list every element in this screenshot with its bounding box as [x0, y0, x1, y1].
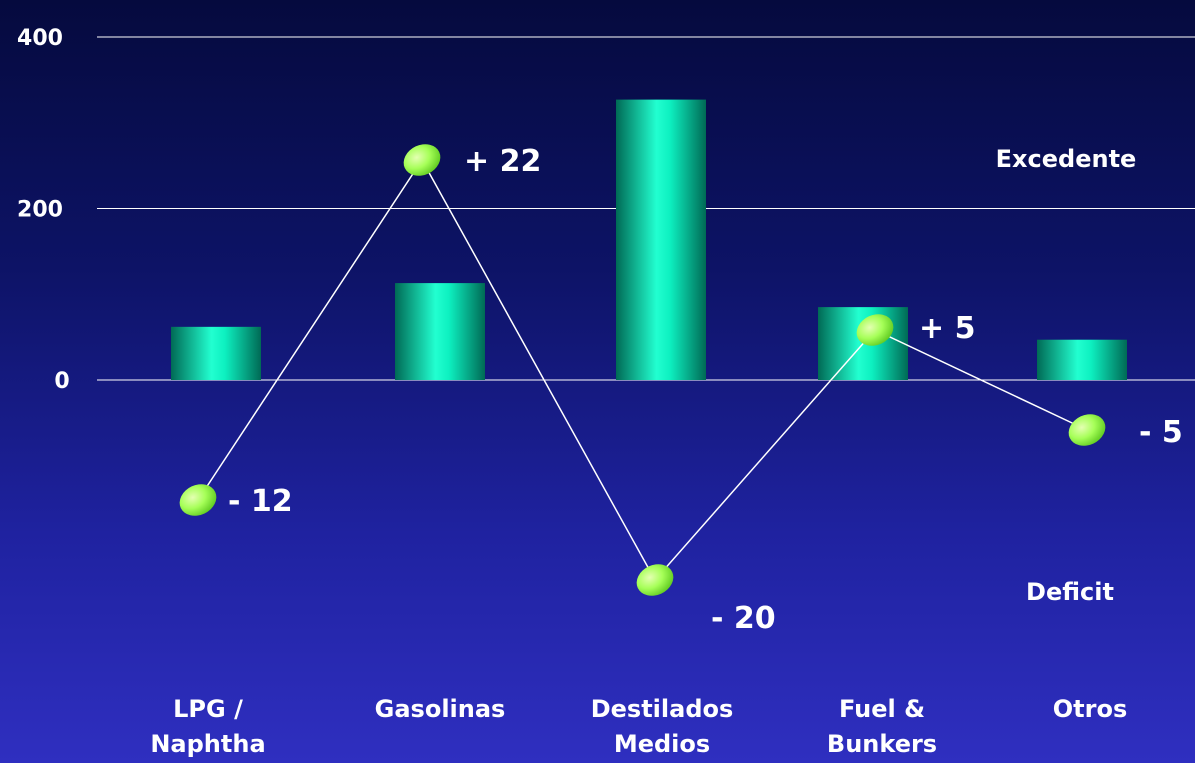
balance-label: - 12	[228, 484, 293, 519]
x-tick-label: Otros	[1053, 695, 1127, 723]
bar	[1037, 339, 1127, 380]
x-tick-label: Gasolinas	[375, 695, 506, 723]
surplus-annotation: Excedente	[996, 145, 1137, 173]
y-axis-ticks: 0 200 400	[17, 26, 70, 394]
balance-label: + 5	[919, 311, 975, 346]
balance-marker	[179, 484, 217, 516]
balance-marker	[1068, 414, 1106, 446]
x-tick-label: Medios	[614, 730, 710, 758]
x-axis-ticks: LPG / Naphtha Gasolinas Destilados Medios Fue…	[150, 695, 1127, 758]
x-tick-label: Bunkers	[827, 730, 937, 758]
bar	[171, 326, 261, 380]
balance-label: - 5	[1139, 415, 1183, 450]
y-tick-label: 200	[17, 198, 63, 223]
y-tick-label: 0	[54, 369, 69, 394]
balance-marker	[636, 564, 674, 596]
x-tick-label: Naphtha	[150, 730, 265, 758]
balance-label: + 22	[464, 144, 541, 179]
balance-label: - 20	[711, 601, 776, 636]
balance-marker	[403, 144, 441, 176]
x-tick-label: LPG /	[173, 695, 243, 723]
bar	[395, 283, 485, 380]
x-tick-label: Fuel &	[839, 695, 925, 723]
balance-markers	[179, 144, 1106, 596]
bars	[171, 99, 1127, 380]
x-tick-label: Destilados	[591, 695, 734, 723]
y-tick-label: 400	[17, 26, 63, 51]
balance-labels: - 12 + 22 - 20 + 5 - 5	[228, 144, 1183, 636]
bar	[616, 99, 706, 380]
deficit-annotation: Deficit	[1026, 578, 1114, 606]
balance-marker	[856, 314, 894, 346]
